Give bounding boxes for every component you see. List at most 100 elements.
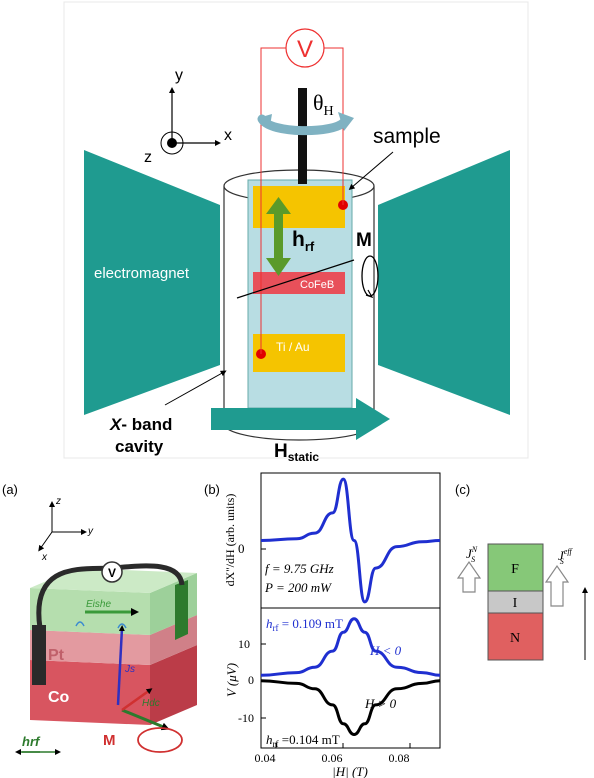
js-eff-arrow-icon — [544, 564, 570, 607]
sample-pointer — [348, 151, 394, 190]
i-label: I — [513, 596, 518, 611]
panel-a-label: (a) — [2, 482, 18, 497]
x-tick-1: 0.06 — [322, 751, 343, 765]
precession-icon — [361, 255, 379, 299]
js-eff-label: J — [558, 548, 565, 563]
voltmeter-wires — [260, 47, 344, 354]
svg-text:hrf = 0.109 mT: hrf = 0.109 mT — [266, 616, 343, 633]
hdc-label: Hdc — [142, 698, 160, 709]
gold-pad-bottom — [253, 334, 345, 372]
axis-y-label: y — [175, 67, 183, 84]
voltmeter-label: V — [297, 36, 313, 63]
co-label: Co — [48, 689, 70, 706]
js-n-sup: N — [471, 545, 478, 554]
cavity-pointer — [164, 370, 227, 406]
x-tick-0: 0.04 — [255, 751, 276, 765]
svg-text:θH: θH — [313, 90, 334, 119]
sample-stack: CoFeB Ti / Au — [247, 179, 353, 409]
f-label: F — [511, 562, 519, 577]
panel-a-voltmeter-label: V — [108, 566, 116, 580]
n-layer — [487, 612, 544, 661]
tiau-label: Ti / Au — [276, 340, 310, 354]
cavity-label-x: X — [109, 415, 123, 434]
svg-text:JNS: JN S — [466, 545, 478, 564]
hrf-top-sub: rf — [273, 623, 279, 633]
theta-sub: H — [324, 104, 334, 119]
y-tick-10: 10 — [238, 637, 250, 651]
js-n-label: J — [466, 546, 473, 561]
hrf-bottom-label: h — [266, 732, 273, 747]
panel-a-axes-icon — [38, 501, 87, 552]
hrf-top-label: h — [266, 616, 273, 631]
h-neg-label: H < 0 — [369, 643, 402, 658]
spin-swirl-icon — [117, 623, 127, 629]
hrf-sub: rf — [305, 239, 315, 254]
sample-rod — [298, 88, 307, 184]
electromagnet-left — [84, 150, 220, 415]
electromagnet-label: electromagnet — [94, 265, 190, 282]
electrode-left — [32, 625, 46, 685]
cofeb-label: CoFeB — [300, 279, 334, 291]
theta-label: θ — [313, 90, 324, 115]
electromagnet-right — [378, 150, 510, 415]
coordinate-axes-icon — [160, 87, 221, 155]
top-plot-ylabel: dX''/dH (arb. units) — [223, 494, 237, 587]
hdc-arrow-icon — [121, 708, 170, 731]
top-plot-zero-tick: 0 — [238, 541, 245, 556]
x-tick-2: 0.08 — [389, 751, 410, 765]
electrode-right — [175, 580, 188, 640]
magnetization-label: M — [356, 230, 372, 251]
axis-z-label: z — [144, 149, 152, 166]
svg-text:hrf =0.104 mT: hrf =0.104 mT — [266, 732, 340, 749]
bottom-plot-curve-h-pos — [260, 679, 441, 737]
y-tick-0: 0 — [248, 673, 254, 687]
y-tick-minus10: -10 — [238, 711, 254, 725]
bottom-plot-ylabel: V (μV) — [224, 663, 239, 697]
panel-a-voltmeter-icon — [101, 561, 123, 583]
fmr-setup-diagram: electromagnet CoFeB Ti / Au V — [63, 1, 529, 464]
panel-a-axis-z: z — [55, 496, 61, 507]
svg-text:hrf: hrf — [292, 228, 315, 254]
panel-b-label: (b) — [204, 482, 220, 497]
n-label: N — [510, 631, 520, 646]
hstatic-arrow-icon — [211, 398, 390, 440]
rotation-arrow-icon — [257, 112, 354, 136]
js-eff-sup: eff — [564, 547, 574, 556]
power-label: P = 200 mW — [264, 580, 332, 595]
js-n-sub: S — [471, 555, 475, 564]
hrf-arrow-icon — [266, 197, 291, 276]
hstatic-label: H — [274, 441, 288, 462]
js-label: Js — [124, 664, 135, 675]
svg-text:X- band: X- band — [109, 415, 172, 434]
x-axis-label: |H| (T) — [332, 764, 368, 778]
top-frame — [63, 1, 529, 459]
m-precession-icon — [137, 727, 183, 753]
co-side — [150, 645, 197, 725]
bottom-plot-frame — [260, 607, 441, 749]
panel-a-axis-y: y — [87, 526, 94, 537]
spin-swirl-icon — [75, 621, 85, 627]
hrf-top-val: = 0.109 mT — [279, 616, 343, 631]
axis-x-label: x — [224, 127, 232, 144]
panel-b: (b) dX''/dH (arb. units) 0 f = 9.75 GHz … — [204, 472, 441, 778]
cavity-label-cavity: cavity — [115, 437, 164, 456]
sample-label: sample — [373, 125, 441, 148]
bottom-plot-curve-h-neg — [260, 617, 441, 677]
m-arrow-icon — [121, 688, 153, 712]
top-plot-curve — [260, 477, 441, 604]
h-pos-label: H > 0 — [364, 696, 397, 711]
cofeb-layer — [253, 272, 345, 294]
hstatic-sub: static — [288, 450, 320, 464]
svg-text:Hstatic: Hstatic — [274, 441, 319, 464]
magnetization-vector — [236, 259, 355, 299]
m-label: M — [103, 732, 116, 749]
js-arrow-icon — [116, 625, 125, 706]
x-ticks: 0.04 0.06 0.08 — [255, 743, 411, 765]
panel-c: (c) F I N JN S Jeff S — [455, 482, 588, 661]
eishe-label: Eishe — [86, 599, 111, 610]
panel-c-label: (c) — [455, 482, 470, 497]
js-eff-sub: S — [560, 557, 564, 566]
cavity-label-band: - band — [121, 415, 172, 434]
panel-a-axis-x: x — [41, 552, 48, 563]
